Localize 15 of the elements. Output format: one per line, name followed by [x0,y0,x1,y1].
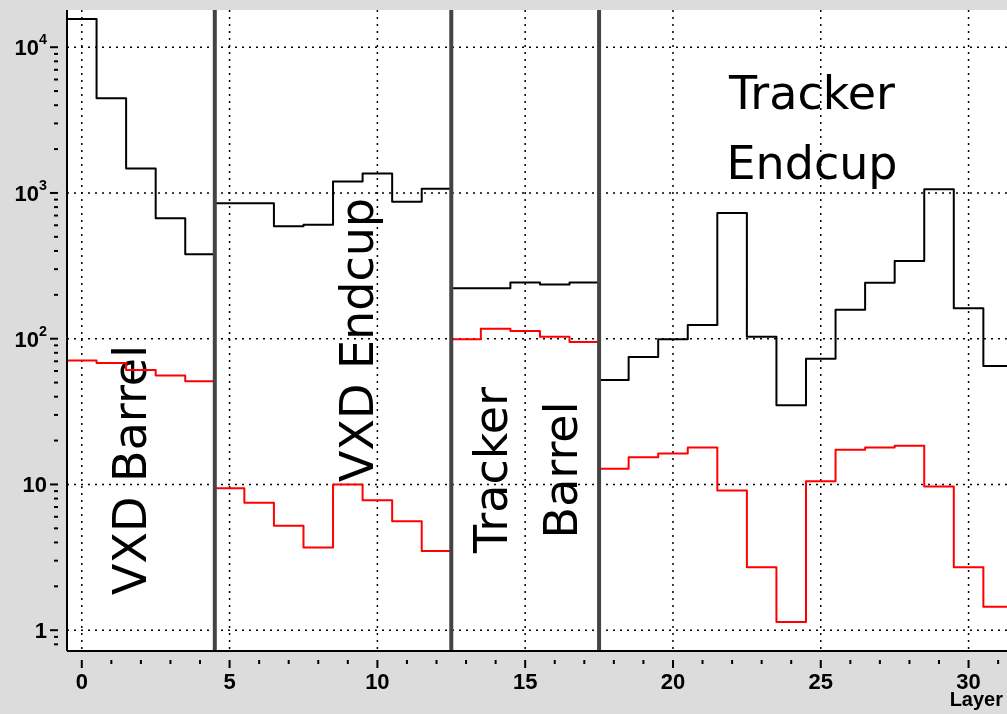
x-tick-label: 10 [365,668,390,694]
annotation: VXD Endcup [330,197,384,483]
x-tick-label: 15 [512,668,538,694]
y-tick-label: 10$^{2}$ [14,322,48,352]
x-tick-label: 0 [75,668,88,694]
y-tick-label: 1 [34,617,47,643]
annotation: Tracker Endcup [726,66,898,190]
y-tick-label: 10$^{3}$ [14,176,48,206]
x-tick-label: 25 [808,668,834,694]
annotation: Tracker Barrel [464,386,588,554]
y-tick-label: 10$^{4}$ [14,31,48,60]
annotation: VXD Barrel [103,345,157,595]
y-tick-label: 10 [22,471,47,497]
x-tick-label: 5 [223,668,236,694]
x-tick-label: 20 [660,668,686,694]
